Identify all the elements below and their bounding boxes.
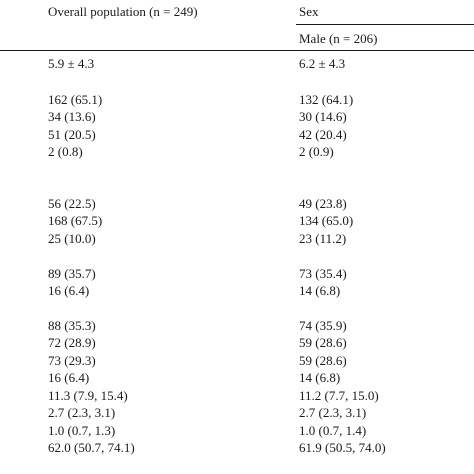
overall-value: 51 (20.5) (48, 127, 96, 142)
overall-value: 5.9 ± 4.3 (48, 56, 95, 71)
male-value: 2 (0.9) (299, 144, 334, 159)
male-value: 14 (6.8) (299, 283, 341, 298)
overall-value: 168 (67.5) (48, 213, 103, 228)
male-value: 61.9 (50.5, 74.0) (299, 440, 386, 455)
male-value: 73 (35.4) (299, 266, 347, 281)
male-value: 6.2 ± 4.3 (299, 56, 346, 71)
overall-value: 72 (28.9) (48, 335, 96, 350)
male-value: 23 (11.2) (299, 231, 347, 246)
male-value: 49 (23.8) (299, 196, 347, 211)
overall-value: 73 (29.3) (48, 353, 96, 368)
male-value: 14 (6.8) (299, 370, 341, 385)
overall-value: 89 (35.7) (48, 266, 96, 281)
overall-value: 16 (6.4) (48, 283, 90, 298)
male-value: 30 (14.6) (299, 109, 347, 124)
overall-value: 2 (0.8) (48, 144, 83, 159)
overall-value: 162 (65.1) (48, 92, 103, 107)
header-bottom-rule (0, 50, 474, 51)
overall-value: 25 (10.0) (48, 231, 96, 246)
sex-header: Sex (299, 4, 319, 19)
overall-value: 88 (35.3) (48, 318, 96, 333)
overall-value: 62.0 (50.7, 74.1) (48, 440, 135, 455)
overall-value: 11.3 (7.9, 15.4) (48, 388, 128, 403)
male-header: Male (n = 206) (299, 31, 378, 46)
overall-value: 2.7 (2.3, 3.1) (48, 405, 116, 420)
overall-value: 1.0 (0.7, 1.3) (48, 423, 116, 438)
male-value: 11.2 (7.7, 15.0) (299, 388, 379, 403)
male-value: 134 (65.0) (299, 213, 354, 228)
male-value: 74 (35.9) (299, 318, 347, 333)
male-value: 132 (64.1) (299, 92, 354, 107)
male-value: 1.0 (0.7, 1.4) (299, 423, 367, 438)
overall-population-header: Overall population (n = 249) (48, 4, 198, 19)
overall-value: 56 (22.5) (48, 196, 96, 211)
overall-value: 16 (6.4) (48, 370, 90, 385)
male-value: 59 (28.6) (299, 335, 347, 350)
male-value: 42 (20.4) (299, 127, 347, 142)
male-value: 2.7 (2.3, 3.1) (299, 405, 367, 420)
overall-value: 34 (13.6) (48, 109, 96, 124)
sex-header-rule (296, 24, 474, 25)
male-value: 59 (28.6) (299, 353, 347, 368)
